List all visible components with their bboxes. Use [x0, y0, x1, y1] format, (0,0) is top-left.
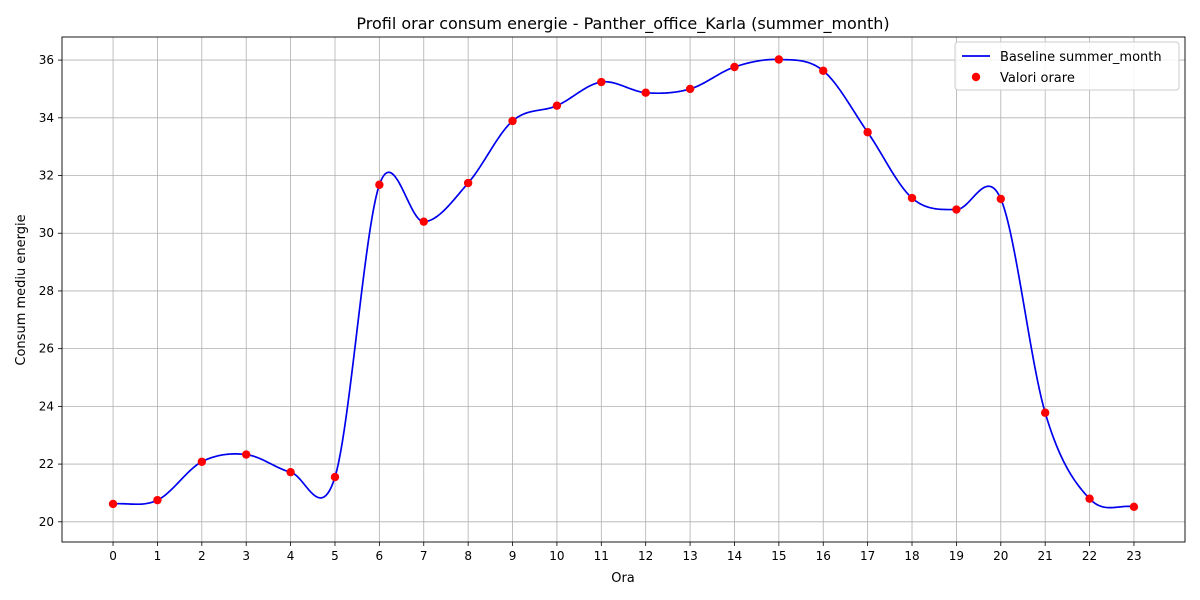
scatter-points	[108, 55, 1139, 511]
data-point	[552, 101, 562, 110]
x-tick-label: 0	[109, 549, 117, 563]
y-tick-label: 26	[39, 342, 54, 356]
data-point	[419, 217, 428, 226]
x-tick-label: 23	[1126, 549, 1141, 563]
y-tick-label: 24	[39, 399, 54, 413]
data-point	[508, 116, 517, 126]
series-line-baseline	[112, 58, 1135, 509]
x-tick-label: 14	[727, 549, 742, 563]
y-axis-ticks: 20 22 24 26 28 30 32 34 36	[39, 53, 62, 529]
y-tick-label: 32	[39, 169, 54, 183]
legend-box	[954, 41, 1180, 91]
y-tick-label: 36	[39, 53, 54, 67]
y-tick-label: 28	[39, 284, 54, 298]
x-tick-label: 22	[1082, 549, 1097, 563]
x-tick-label: 19	[949, 549, 964, 563]
x-tick-label: 11	[594, 549, 609, 563]
data-point	[153, 495, 162, 505]
y-tick-label: 34	[39, 111, 54, 125]
legend-dot-swatch	[971, 72, 981, 82]
data-point	[286, 467, 295, 477]
data-point	[952, 205, 961, 214]
x-tick-label: 5	[331, 549, 339, 563]
x-tick-label: 2	[198, 549, 206, 563]
data-point	[1085, 494, 1094, 503]
x-axis-label: Ora	[611, 571, 635, 586]
data-point	[863, 128, 872, 137]
data-point	[685, 84, 695, 94]
plot-frame	[61, 36, 1186, 543]
grid	[62, 37, 1185, 542]
x-tick-label: 7	[420, 549, 428, 563]
legend: Baseline summer_month Valori orare	[954, 41, 1180, 91]
x-tick-label: 6	[376, 549, 384, 563]
data-point	[242, 450, 251, 459]
x-tick-label: 16	[816, 549, 831, 563]
data-point	[108, 499, 118, 509]
x-axis-ticks: 0 1 2 3 4 5 6 7 8 9 10 11 12 13 14 15 16 17 18 19 20 21 22 23	[109, 542, 1142, 563]
data-point	[730, 62, 739, 72]
y-tick-label: 22	[39, 457, 54, 471]
data-point	[774, 55, 784, 64]
data-point	[330, 472, 340, 482]
x-tick-label: 9	[509, 549, 517, 563]
x-tick-label: 20	[993, 549, 1008, 563]
x-tick-label: 13	[682, 549, 697, 563]
data-point	[1040, 408, 1050, 417]
chart-title: Profil orar consum energie - Panther_off…	[356, 14, 889, 34]
data-point	[597, 77, 606, 87]
data-point	[375, 180, 384, 189]
y-axis-label: Consum mediu energie	[14, 214, 29, 365]
data-point	[197, 457, 207, 466]
x-tick-label: 21	[1038, 549, 1053, 563]
x-tick-label: 1	[154, 549, 162, 563]
legend-entry-baseline: Baseline summer_month	[1000, 50, 1162, 65]
legend-entry-valori: Valori orare	[1000, 71, 1075, 86]
y-tick-label: 30	[39, 226, 54, 240]
y-tick-label: 20	[39, 515, 54, 529]
x-tick-label: 8	[464, 549, 472, 563]
x-tick-label: 3	[242, 549, 250, 563]
data-point	[641, 88, 650, 97]
data-point	[463, 178, 473, 188]
x-tick-label: 4	[287, 549, 295, 563]
x-tick-label: 12	[638, 549, 653, 563]
x-tick-label: 15	[771, 549, 786, 563]
data-point	[1129, 502, 1139, 511]
x-tick-label: 18	[904, 549, 919, 563]
x-tick-label: 17	[860, 549, 875, 563]
x-tick-label: 10	[549, 549, 564, 563]
data-point	[819, 66, 828, 75]
data-point	[907, 193, 917, 203]
data-point	[996, 194, 1005, 204]
